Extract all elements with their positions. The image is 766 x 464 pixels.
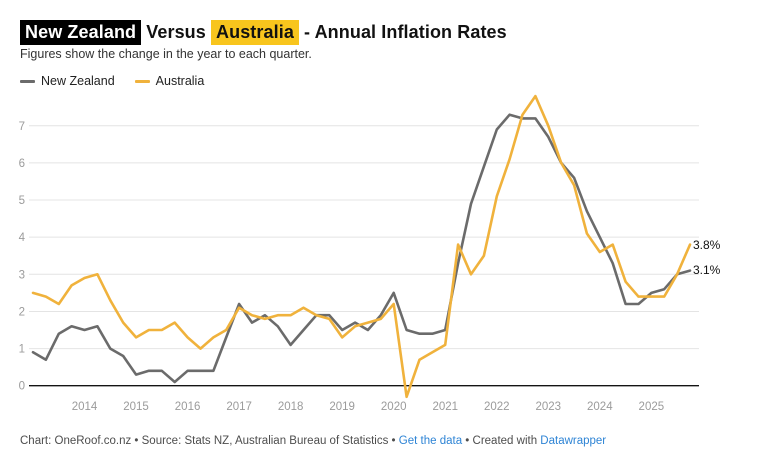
x-tick-label-2016: 2016 xyxy=(175,401,201,413)
new-zealand-line xyxy=(31,113,692,384)
x-tick-label-2019: 2019 xyxy=(329,401,355,413)
y-tick-label-3: 3 xyxy=(19,269,25,281)
legend-label-new-zealand: New Zealand xyxy=(41,74,115,88)
x-tick-label-2021: 2021 xyxy=(432,401,458,413)
chart-footer: Chart: OneRoof.co.nz • Source: Stats NZ,… xyxy=(20,435,606,447)
australia-end-value-label: 3.8% xyxy=(693,238,721,252)
x-tick-label-2023: 2023 xyxy=(535,401,561,413)
get-the-data-link[interactable]: Get the data xyxy=(398,435,463,447)
legend-item-new-zealand: New Zealand xyxy=(20,74,115,88)
new-zealand-line-swatch xyxy=(20,79,35,83)
x-tick-label-2017: 2017 xyxy=(226,401,252,413)
footer-credit-text: Chart: OneRoof.co.nz • Source: Stats NZ,… xyxy=(20,435,396,447)
title-highlight-new-zealand: New Zealand xyxy=(20,20,142,46)
new-zealand-end-value-label: 3.1% xyxy=(693,263,721,277)
y-tick-label-6: 6 xyxy=(19,158,25,170)
datawrapper-link[interactable]: Datawrapper xyxy=(540,435,607,447)
y-tick-label-1: 1 xyxy=(19,344,25,356)
legend-label-australia: Australia xyxy=(155,74,205,88)
y-tick-label-2: 2 xyxy=(19,306,25,318)
x-tick-label-2020: 2020 xyxy=(381,401,407,413)
x-tick-label-2018: 2018 xyxy=(278,401,304,413)
footer-dot-separator: • xyxy=(465,435,470,447)
y-tick-label-0: 0 xyxy=(19,381,25,393)
australia-line xyxy=(31,94,692,399)
y-tick-label-5: 5 xyxy=(19,195,25,207)
australia-line-swatch xyxy=(134,79,150,83)
x-tick-label-2014: 2014 xyxy=(72,401,98,413)
chart-subtitle: Figures show the change in the year to e… xyxy=(20,47,312,61)
page-title: New Zealand Versus Australia - Annual In… xyxy=(20,19,507,46)
y-tick-label-4: 4 xyxy=(19,232,26,244)
x-tick-label-2024: 2024 xyxy=(587,401,613,413)
footer-created-with-text: Created with xyxy=(472,435,538,447)
legend-item-australia: Australia xyxy=(134,74,205,88)
chart-legend: New Zealand Australia xyxy=(20,74,204,88)
title-rest-text: - Annual Inflation Rates xyxy=(298,22,507,43)
x-tick-label-2015: 2015 xyxy=(123,401,149,413)
title-versus-text: Versus xyxy=(141,22,211,43)
x-tick-label-2022: 2022 xyxy=(484,401,510,413)
title-highlight-australia: Australia xyxy=(211,20,299,46)
y-tick-label-7: 7 xyxy=(19,121,25,133)
x-tick-label-2025: 2025 xyxy=(639,401,665,413)
